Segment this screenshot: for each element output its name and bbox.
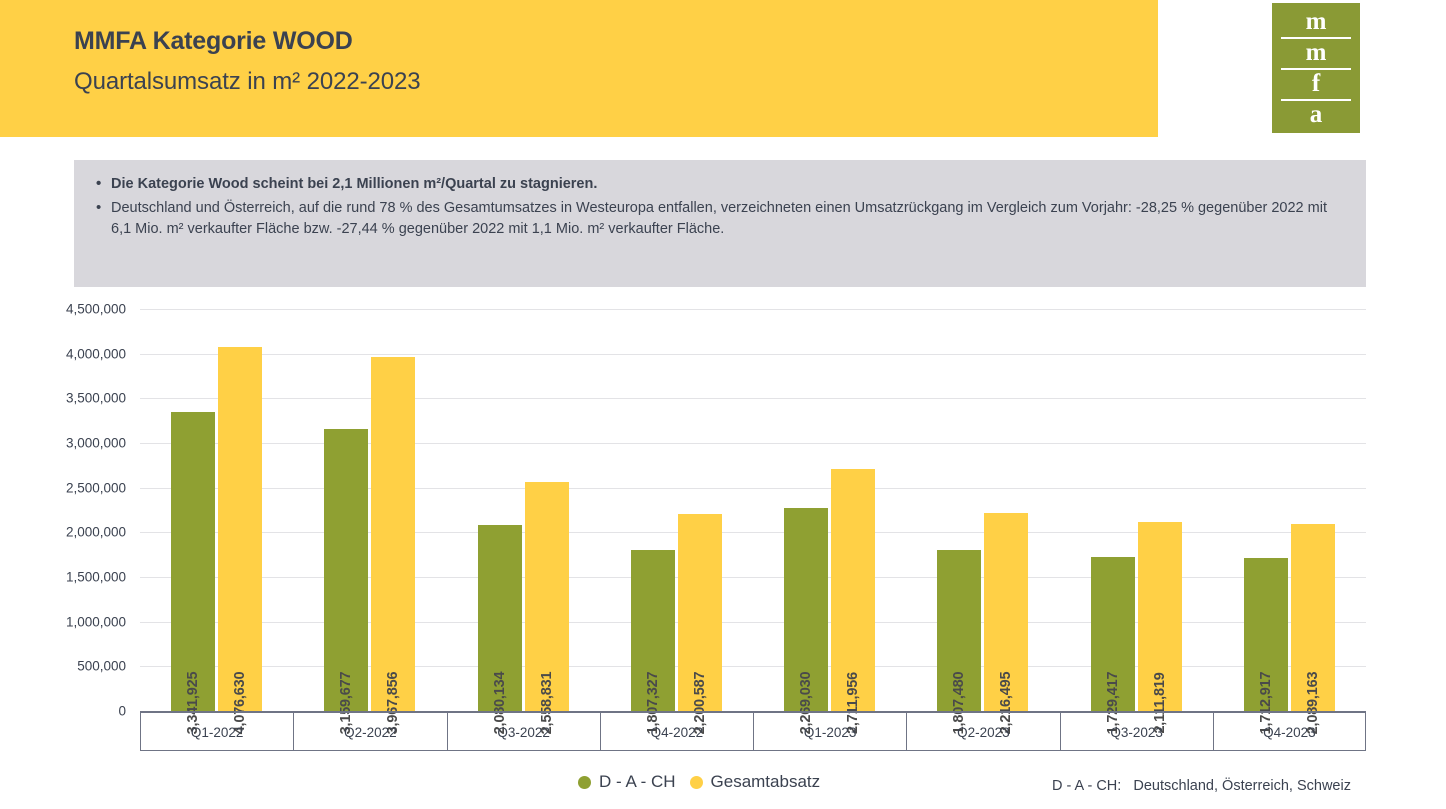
y-axis-tick-label: 0 <box>118 703 126 719</box>
header-band <box>0 0 1158 137</box>
callout-box: Die Kategorie Wood scheint bei 2,1 Milli… <box>74 160 1366 287</box>
bar-gesamtabsatz: 2,558,831 <box>524 482 569 734</box>
bar-dach: 1,729,417 <box>1090 556 1135 734</box>
footnote: D - A - CH: Deutschland, Österreich, Sch… <box>1052 778 1351 794</box>
y-axis-tick-label: 1,000,000 <box>65 614 126 630</box>
legend-label: Gesamtabsatz <box>710 772 821 791</box>
gridline <box>140 443 1366 444</box>
legend-item-gesamtabsatz: Gesamtabsatz <box>689 772 821 792</box>
y-axis-tick-label: 1,500,000 <box>65 569 126 585</box>
bar-gesamtabsatz: 2,711,956 <box>831 468 876 734</box>
x-axis-categories: Q1-2022 Q2-2022 Q3-2022 Q4-2022 Q1-2023 Q2-20… <box>140 713 1366 751</box>
gridline <box>140 398 1366 400</box>
x-axis-category-label: Q1-2023 <box>753 713 906 751</box>
y-axis-tick-label: 4,000,000 <box>65 346 126 362</box>
bar-dach: 3,341,925 <box>171 412 216 734</box>
y-axis-tick-label: 500,000 <box>77 658 126 674</box>
gridline <box>140 666 1366 668</box>
bar-dach: 1,712,917 <box>1243 557 1288 734</box>
legend-swatch-icon <box>578 775 591 789</box>
plot-area: 3,341,925 4,076,630 3,159,677 3,967,856 2,08… <box>140 309 1366 734</box>
bar-gesamtabsatz: 4,076,630 <box>218 346 263 734</box>
callout-bullet: Die Kategorie Wood scheint bei 2,1 Milli… <box>96 173 1344 195</box>
gridline <box>140 532 1366 534</box>
bar-gesamtabsatz: 3,967,856 <box>371 356 416 734</box>
axis-baseline <box>140 711 1366 713</box>
x-axis-category-label: Q4-2023 <box>1212 713 1366 751</box>
bar-dach: 1,807,327 <box>630 549 675 734</box>
legend-item-dach: D - A - CH <box>578 772 676 792</box>
bar-gesamtabsatz: 2,216,495 <box>984 513 1029 734</box>
x-axis-category-label: Q1-2022 <box>140 713 293 751</box>
bar-dach: 3,159,677 <box>324 428 369 734</box>
logo-letter-1: m <box>1305 8 1327 35</box>
bar-chart: 3,341,925 4,076,630 3,159,677 3,967,856 2,08… <box>0 287 1446 809</box>
legend-label: D - A - CH <box>599 772 676 791</box>
gridline <box>140 621 1366 623</box>
bar-gesamtabsatz: 2,089,163 <box>1290 524 1335 734</box>
page-subtitle: Quartalsumsatz in m² 2022-2023 <box>74 68 421 95</box>
x-axis-category-label: Q3-2023 <box>1059 713 1213 751</box>
page-title: MMFA Kategorie WOOD <box>74 27 353 55</box>
bar-dach: 1,807,480 <box>937 549 982 734</box>
logo-letter-4: a <box>1272 99 1360 130</box>
x-axis-line <box>140 750 1366 751</box>
logo-letter-3: f <box>1272 68 1360 99</box>
x-axis-category-label: Q4-2022 <box>599 713 753 751</box>
mmfa-logo: m m f a <box>1272 3 1360 133</box>
x-axis-category-label: Q2-2022 <box>293 713 446 751</box>
y-axis-tick-label: 4,500,000 <box>65 301 126 317</box>
bar-dach: 2,269,030 <box>784 508 829 734</box>
bar-gesamtabsatz: 2,111,819 <box>1137 522 1182 734</box>
bar-gesamtabsatz: 2,200,587 <box>677 514 722 734</box>
y-axis-tick-label: 3,000,000 <box>65 435 126 451</box>
logo-letter-2: m <box>1272 37 1360 68</box>
chart-legend: D - A - CH Gesamtabsatz <box>578 772 820 792</box>
y-axis-tick-label: 2,500,000 <box>65 480 126 496</box>
y-axis-tick-label: 2,000,000 <box>65 524 126 540</box>
callout-bullet: Deutschland und Österreich, auf die rund… <box>96 197 1344 240</box>
bar-dach: 2,080,134 <box>477 525 522 734</box>
legend-swatch-icon <box>689 775 703 789</box>
gridline <box>140 309 1366 310</box>
gridline <box>140 353 1366 355</box>
gridline <box>140 577 1366 578</box>
y-axis-tick-label: 3,500,000 <box>65 390 126 406</box>
gridline <box>140 487 1366 489</box>
x-axis-category-label: Q3-2022 <box>446 713 600 751</box>
x-axis-category-label: Q2-2023 <box>906 713 1059 751</box>
